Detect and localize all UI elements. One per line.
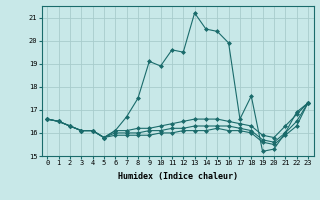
X-axis label: Humidex (Indice chaleur): Humidex (Indice chaleur): [118, 172, 237, 181]
